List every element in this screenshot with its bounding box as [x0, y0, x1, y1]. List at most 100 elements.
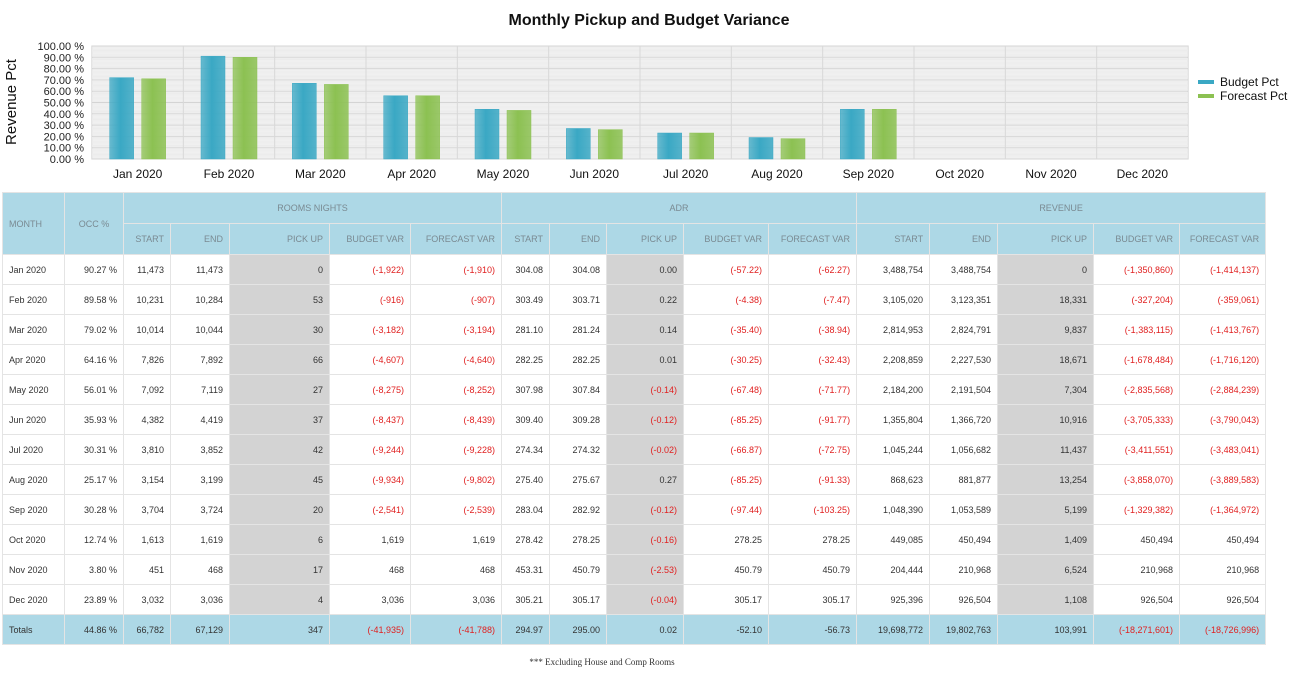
value-cell: 2,208,859 [856, 344, 931, 375]
value-cell: 3,032 [123, 584, 171, 615]
y-tick-label: 40.00 % [44, 109, 85, 121]
bar-forecast [598, 129, 623, 160]
value-cell: 3,154 [123, 464, 171, 495]
value-cell: 305.17 [767, 584, 858, 615]
y-tick-label: 70.00 % [44, 75, 85, 87]
table-row: Mar 2020 79.02 % 10,014 10,044 30 (-3,182) (-3… [2, 314, 1267, 345]
month-cell: Mar 2020 [2, 314, 65, 345]
month-cell: May 2020 [2, 374, 65, 405]
value-cell: (-91.77) [767, 404, 858, 435]
bar-forecast [872, 109, 897, 160]
value-cell: 1,366,720 [929, 404, 999, 435]
value-cell: 210,968 [1179, 554, 1267, 585]
value-cell: 30 [229, 314, 330, 345]
value-cell: (-103.25) [767, 494, 858, 525]
table-row: Oct 2020 12.74 % 1,613 1,619 6 1,619 1,619 278.… [2, 524, 1267, 555]
value-cell: (-0.12) [606, 494, 684, 525]
y-tick-label: 10.00 % [44, 143, 85, 155]
value-cell: 925,396 [856, 584, 931, 615]
value-cell: 11,473 [123, 254, 171, 285]
value-cell: 309.28 [549, 404, 607, 435]
value-cell: 3,199 [170, 464, 230, 495]
value-cell: 64.16 % [64, 344, 124, 375]
value-cell: (-18,726,996) [1179, 614, 1267, 645]
value-cell: 347 [229, 614, 330, 645]
bar-forecast [141, 78, 166, 160]
sub-header-budget-var: BUDGET VAR [329, 223, 411, 255]
bar-forecast [506, 110, 532, 160]
value-cell: 12.74 % [64, 524, 124, 555]
value-cell: (-1,910) [410, 254, 502, 285]
value-cell: (-2,835,568) [1093, 374, 1181, 405]
value-cell: (-0.14) [606, 374, 684, 405]
value-cell: (-1,364,972) [1179, 494, 1267, 525]
value-cell: 3,852 [170, 434, 230, 465]
group-header-revenue: REVENUE [856, 192, 1267, 224]
value-cell: 1,048,390 [856, 494, 931, 525]
value-cell: 926,504 [1179, 584, 1267, 615]
table-row: Dec 2020 23.89 % 3,032 3,036 4 3,036 3,036 305.… [2, 584, 1267, 615]
x-tick-label: Jun 2020 [570, 167, 620, 181]
value-cell: 3,810 [123, 434, 171, 465]
value-cell: 305.17 [549, 584, 607, 615]
sub-header-start: START [123, 223, 171, 255]
value-cell: 3,488,754 [929, 254, 999, 285]
bar-forecast [415, 95, 440, 160]
sub-header-forecast-var: FORECAST VAR [410, 223, 502, 255]
y-tick-label: 60.00 % [44, 86, 85, 98]
value-cell: (-66.87) [683, 434, 769, 465]
legend-swatch [1198, 80, 1214, 84]
bar-forecast [780, 138, 806, 160]
table-body: Jan 2020 90.27 % 11,473 11,473 0 (-1,922) (-1,… [2, 254, 1267, 645]
sub-header-start: START [856, 223, 931, 255]
value-cell: 1,056,682 [929, 434, 999, 465]
value-cell: 304.08 [549, 254, 607, 285]
value-cell: 6 [229, 524, 330, 555]
value-cell: (-1,678,484) [1093, 344, 1181, 375]
sub-header-end: END [170, 223, 230, 255]
value-cell: (-327,204) [1093, 284, 1181, 315]
value-cell: (-0.04) [606, 584, 684, 615]
value-cell: 204,444 [856, 554, 931, 585]
value-cell: 1,409 [997, 524, 1095, 555]
value-cell: 42 [229, 434, 330, 465]
value-cell: 281.10 [501, 314, 550, 345]
sub-header-row: START END PICK UP BUDGET VAR FORECAST VAR STA… [3, 223, 1267, 255]
value-cell: 1,619 [170, 524, 230, 555]
legend-label: Budget Pct [1220, 75, 1279, 89]
value-cell: 11,437 [997, 434, 1095, 465]
month-cell: Oct 2020 [2, 524, 65, 555]
value-cell: 23.89 % [64, 584, 124, 615]
value-cell: 1,355,804 [856, 404, 931, 435]
x-tick-label: Jul 2020 [663, 167, 709, 181]
value-cell: 0.27 [606, 464, 684, 495]
sub-header-budget-var: BUDGET VAR [683, 223, 769, 255]
value-cell: 53 [229, 284, 330, 315]
value-cell: 278.25 [549, 524, 607, 555]
value-cell: 17 [229, 554, 330, 585]
value-cell: 9,837 [997, 314, 1095, 345]
value-cell: 37 [229, 404, 330, 435]
value-cell: 1,108 [997, 584, 1095, 615]
value-cell: (-62.27) [767, 254, 858, 285]
value-cell: 275.67 [549, 464, 607, 495]
sub-header-end: END [549, 223, 607, 255]
value-cell: -56.73 [767, 614, 858, 645]
value-cell: 453.31 [501, 554, 550, 585]
value-cell: 25.17 % [64, 464, 124, 495]
value-cell: 0.00 [606, 254, 684, 285]
table-row: Aug 2020 25.17 % 3,154 3,199 45 (-9,934) (-9,8… [2, 464, 1267, 495]
totals-row: Totals 44.86 % 66,782 67,129 347 (-41,935) (-4… [2, 614, 1267, 645]
occ-header: OCC % [64, 192, 124, 255]
x-tick-label: Sep 2020 [843, 167, 895, 181]
value-cell: 283.04 [501, 494, 550, 525]
value-cell: (-1,413,767) [1179, 314, 1267, 345]
value-cell: 278.42 [501, 524, 550, 555]
value-cell: 3,036 [170, 584, 230, 615]
value-cell: 19,698,772 [856, 614, 931, 645]
sub-header-pick-up: PICK UP [229, 223, 330, 255]
value-cell: 282.92 [549, 494, 607, 525]
bar-budget [383, 95, 408, 160]
value-cell: (-7.47) [767, 284, 858, 315]
value-cell: 3.80 % [64, 554, 124, 585]
